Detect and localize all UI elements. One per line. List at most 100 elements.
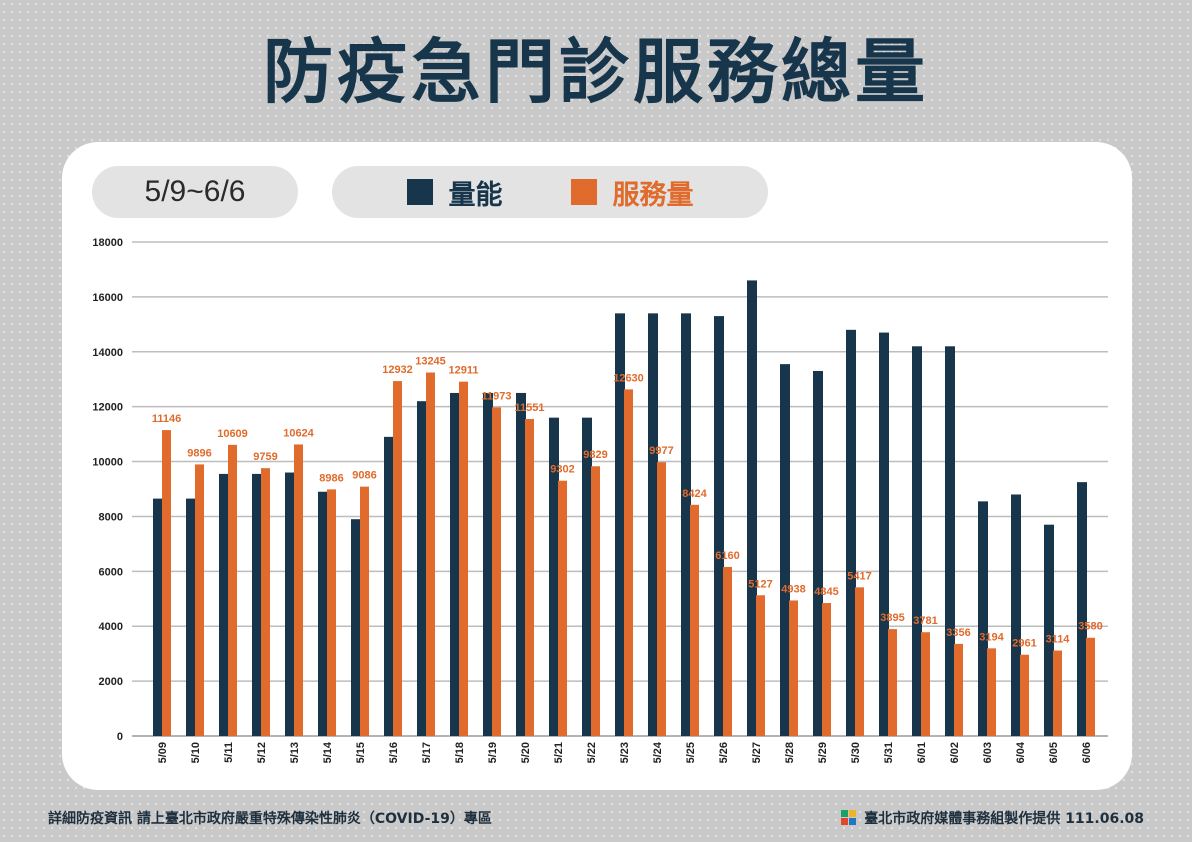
bar-capacity	[219, 473, 229, 736]
footer-info-text: 詳細防疫資訊 請上臺北市政府嚴重特殊傳染性肺炎（COVID-19）專區	[48, 811, 492, 827]
bar-capacity	[186, 498, 196, 736]
data-label-service: 3356	[946, 627, 970, 639]
bar-service	[822, 603, 831, 736]
bar-service	[921, 632, 930, 736]
data-label-service: 4938	[781, 583, 805, 595]
x-tick-label: 5/12	[256, 742, 268, 763]
x-tick-label: 5/23	[619, 742, 631, 763]
x-tick-label: 5/19	[487, 742, 499, 763]
data-label-service: 11973	[482, 390, 512, 402]
chart-legend: 量能 服務量	[332, 166, 768, 218]
bar-capacity	[1044, 524, 1054, 736]
x-tick-label: 6/02	[949, 742, 961, 763]
bar-capacity	[945, 346, 955, 736]
bar-service	[855, 587, 864, 736]
bar-service	[789, 600, 798, 736]
data-label-service: 9302	[550, 464, 574, 476]
bar-capacity	[351, 519, 361, 736]
data-label-service: 4845	[814, 586, 838, 598]
bar-capacity	[384, 436, 394, 736]
data-label-service: 12630	[613, 372, 644, 384]
x-tick-label: 5/17	[421, 742, 433, 763]
bar-capacity	[813, 370, 823, 736]
data-label-service: 12932	[382, 364, 413, 376]
bar-service	[558, 480, 567, 736]
bar-service	[327, 489, 336, 736]
data-label-service: 3781	[913, 615, 937, 627]
bar-capacity	[879, 332, 889, 736]
x-tick-label: 5/25	[685, 742, 697, 763]
legend-label-capacity: 量能	[448, 179, 503, 211]
bar-capacity	[582, 417, 592, 736]
data-label-service: 6160	[715, 550, 739, 562]
bar-service	[459, 381, 468, 736]
x-tick-label: 5/11	[223, 742, 235, 763]
taipei-logo-icon	[840, 809, 858, 827]
data-label-service: 11551	[515, 402, 545, 414]
data-label-service: 8424	[682, 488, 707, 500]
bar-service	[492, 407, 501, 736]
data-label-service: 3580	[1078, 621, 1102, 633]
y-tick-label: 12000	[92, 402, 123, 414]
data-label-service: 3194	[979, 631, 1004, 643]
x-tick-label: 5/28	[784, 742, 796, 763]
bar-capacity	[318, 491, 328, 736]
x-tick-label: 6/06	[1081, 742, 1093, 763]
y-tick-label: 0	[117, 731, 123, 743]
footer-credit-text: 臺北市政府媒體事務組製作提供 111.06.08	[864, 811, 1144, 827]
bar-service	[162, 430, 171, 736]
data-label-service: 9086	[352, 470, 376, 482]
bar-capacity	[912, 346, 922, 736]
x-tick-label: 5/13	[289, 742, 301, 763]
x-tick-label: 5/21	[553, 742, 565, 763]
bar-capacity	[1011, 494, 1021, 736]
x-tick-label: 6/03	[982, 742, 994, 763]
footer-credit: 臺北市政府媒體事務組製作提供 111.06.08	[840, 808, 1144, 828]
bar-service	[294, 444, 303, 736]
bar-capacity	[846, 329, 856, 736]
x-tick-label: 5/31	[883, 742, 895, 763]
x-tick-label: 5/30	[850, 742, 862, 763]
bar-capacity	[681, 313, 691, 736]
bar-service	[756, 595, 765, 736]
bar-service	[888, 629, 897, 736]
x-tick-label: 5/27	[751, 742, 763, 763]
y-tick-label: 16000	[92, 292, 123, 304]
x-tick-label: 6/05	[1048, 742, 1060, 763]
legend-item-capacity: 量能	[406, 173, 503, 212]
y-tick-label: 2000	[99, 676, 123, 688]
data-label-service: 3895	[880, 612, 904, 624]
bar-capacity	[747, 280, 757, 736]
x-tick-label: 5/22	[586, 742, 598, 763]
bar-capacity	[549, 417, 559, 736]
bar-service	[261, 468, 270, 736]
bar-service	[657, 462, 666, 736]
bar-service	[195, 464, 204, 736]
bar-service	[591, 466, 600, 736]
data-label-service: 11146	[152, 413, 181, 425]
bar-service	[954, 643, 963, 736]
bar-capacity	[483, 392, 493, 736]
bar-capacity	[417, 401, 427, 736]
x-tick-label: 5/18	[454, 742, 466, 763]
legend-label-service: 服務量	[612, 179, 694, 211]
data-label-service: 12911	[449, 365, 479, 377]
y-tick-label: 6000	[99, 566, 123, 578]
bar-service	[987, 648, 996, 736]
data-label-service: 10624	[283, 427, 314, 439]
bar-capacity	[648, 313, 658, 736]
y-tick-label: 10000	[92, 457, 123, 469]
x-tick-label: 6/01	[916, 742, 928, 763]
data-label-service: 13245	[415, 355, 446, 367]
bar-capacity	[285, 472, 295, 736]
data-label-service: 9977	[649, 445, 673, 457]
y-tick-label: 4000	[99, 621, 123, 633]
bar-service	[228, 444, 237, 736]
x-tick-label: 5/10	[190, 742, 202, 763]
x-tick-label: 5/16	[388, 742, 400, 763]
x-tick-label: 5/20	[520, 742, 532, 763]
x-tick-label: 5/26	[718, 742, 730, 763]
legend-swatch-capacity	[406, 179, 433, 205]
data-label-service: 9759	[253, 451, 277, 463]
data-label-service: 5417	[847, 570, 871, 582]
